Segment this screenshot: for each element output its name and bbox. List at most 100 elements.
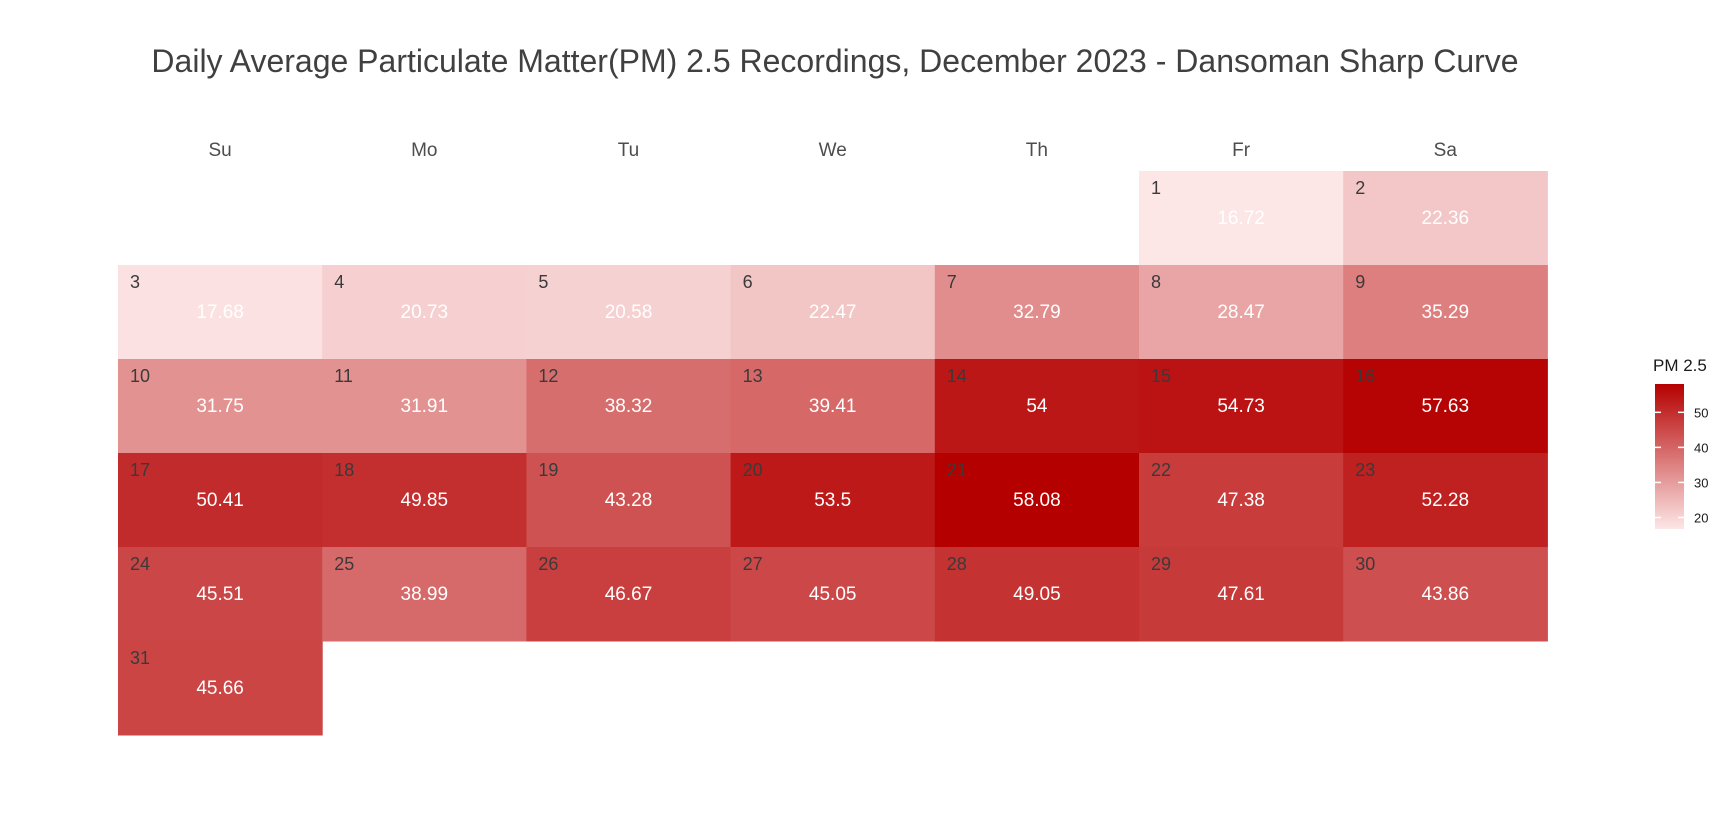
day-value-label: 22.47 (809, 302, 857, 323)
day-cell-fill (1343, 453, 1548, 548)
day-cell-fill (934, 453, 1140, 548)
day-number: 4 (334, 272, 344, 292)
day-cell-fill (118, 265, 323, 360)
weekday-header: Sa (1434, 140, 1458, 161)
day-cell: 19 43.28 (526, 453, 732, 548)
day-value-label: 38.99 (401, 584, 449, 605)
day-cell-fill (322, 265, 527, 360)
day-cell: 828.47 (1139, 265, 1344, 360)
day-number: 30 (1355, 554, 1375, 574)
day-cell: 31 45.66 (118, 641, 323, 736)
day-cell: 11 31.91 (322, 359, 527, 454)
day-number: 23 (1355, 460, 1375, 480)
legend-tick-label: 30 (1694, 475, 1708, 490)
weekday-header: Tu (618, 140, 639, 161)
day-cell-fill (526, 359, 732, 454)
day-number: 27 (743, 554, 763, 574)
day-cell-fill (118, 547, 323, 642)
day-number: 22 (1151, 460, 1171, 480)
day-cell: 13 39.41 (730, 359, 936, 454)
day-cell-fill (730, 359, 936, 454)
day-cell: 21 58.08 (934, 453, 1140, 548)
day-number: 13 (743, 366, 763, 386)
weekday-header: Mo (411, 140, 437, 161)
day-value-label: 22.36 (1422, 208, 1470, 229)
chart-title: Daily Average Particulate Matter(PM) 2.5… (151, 43, 1518, 79)
weekday-header: Fr (1232, 140, 1251, 161)
day-value-label: 43.28 (605, 490, 653, 511)
day-value-label: 47.61 (1217, 584, 1265, 605)
day-value-label: 47.38 (1217, 490, 1265, 511)
day-value-label: 20.73 (401, 302, 449, 323)
day-value-label: 57.63 (1422, 396, 1470, 417)
day-number: 6 (743, 272, 753, 292)
day-value-label: 49.85 (401, 490, 449, 511)
day-value-label: 45.66 (196, 678, 244, 699)
day-number: 12 (538, 366, 558, 386)
day-cell-fill (1139, 171, 1344, 266)
day-cell-fill (1343, 359, 1548, 454)
day-number: 11 (334, 366, 353, 386)
day-cell-fill (1139, 265, 1344, 360)
day-cell-fill (1343, 171, 1548, 266)
weekday-header: Su (208, 140, 231, 161)
legend-title: PM 2.5 (1653, 356, 1707, 375)
day-cell: 222.36 (1343, 171, 1548, 266)
day-cell: 27 45.05 (730, 547, 936, 642)
day-value-label: 35.29 (1422, 302, 1470, 323)
legend-tick-label: 50 (1694, 405, 1708, 420)
day-cell-fill (322, 547, 527, 642)
day-value-label: 54.73 (1217, 396, 1265, 417)
day-cell: 116.72 (1139, 171, 1344, 266)
day-cell-fill (322, 359, 527, 454)
day-cell-fill (118, 641, 323, 736)
day-value-label: 39.41 (809, 396, 857, 417)
day-number: 19 (538, 460, 558, 480)
day-value-label: 17.68 (196, 302, 244, 323)
legend-colorbar (1655, 384, 1684, 529)
day-number: 24 (130, 554, 150, 574)
day-number: 29 (1151, 554, 1171, 574)
day-value-label: 58.08 (1013, 490, 1061, 511)
day-cell: 29 47.61 (1139, 547, 1344, 642)
legend-tick-label: 40 (1694, 440, 1708, 455)
day-cell: 30 43.86 (1343, 547, 1548, 642)
day-cell: 732.79 (934, 265, 1140, 360)
day-cell: 935.29 (1343, 265, 1548, 360)
weekday-headers: Su Mo Tu We Th Fr Sa (208, 140, 1457, 161)
day-number: 10 (130, 366, 150, 386)
day-value-label: 52.28 (1422, 490, 1470, 511)
day-number: 20 (743, 460, 763, 480)
day-value-label: 53.5 (814, 490, 851, 511)
day-cell-fill (934, 547, 1140, 642)
day-value-label: 32.79 (1013, 302, 1061, 323)
day-cell-fill (118, 453, 323, 548)
day-number: 26 (538, 554, 558, 574)
day-cell: 10 31.75 (118, 359, 323, 454)
weekday-header: We (819, 140, 847, 161)
day-cell: 18 49.85 (322, 453, 527, 548)
day-cell: 17 50.41 (118, 453, 323, 548)
calendar-cells: 116.72222.36317.68420.73520.58622.47732.… (118, 171, 1548, 736)
day-value-label: 31.91 (401, 396, 449, 417)
day-number: 9 (1355, 272, 1365, 292)
day-value-label: 28.47 (1217, 302, 1265, 323)
day-number: 3 (130, 272, 140, 292)
day-cell: 26 46.67 (526, 547, 732, 642)
day-value-label: 45.51 (196, 584, 244, 605)
day-cell: 28 49.05 (934, 547, 1140, 642)
day-cell-fill (1139, 547, 1344, 642)
day-number: 31 (130, 648, 150, 668)
day-cell-fill (1343, 547, 1548, 642)
day-cell: 22 47.38 (1139, 453, 1344, 548)
day-cell-fill (730, 453, 936, 548)
day-value-label: 49.05 (1013, 584, 1061, 605)
day-cell-fill (526, 453, 732, 548)
day-cell: 20 53.5 (730, 453, 936, 548)
day-cell: 24 45.51 (118, 547, 323, 642)
day-cell: 14 54 (934, 359, 1140, 454)
day-number: 28 (947, 554, 967, 574)
day-number: 15 (1151, 366, 1171, 386)
day-cell-fill (730, 547, 936, 642)
